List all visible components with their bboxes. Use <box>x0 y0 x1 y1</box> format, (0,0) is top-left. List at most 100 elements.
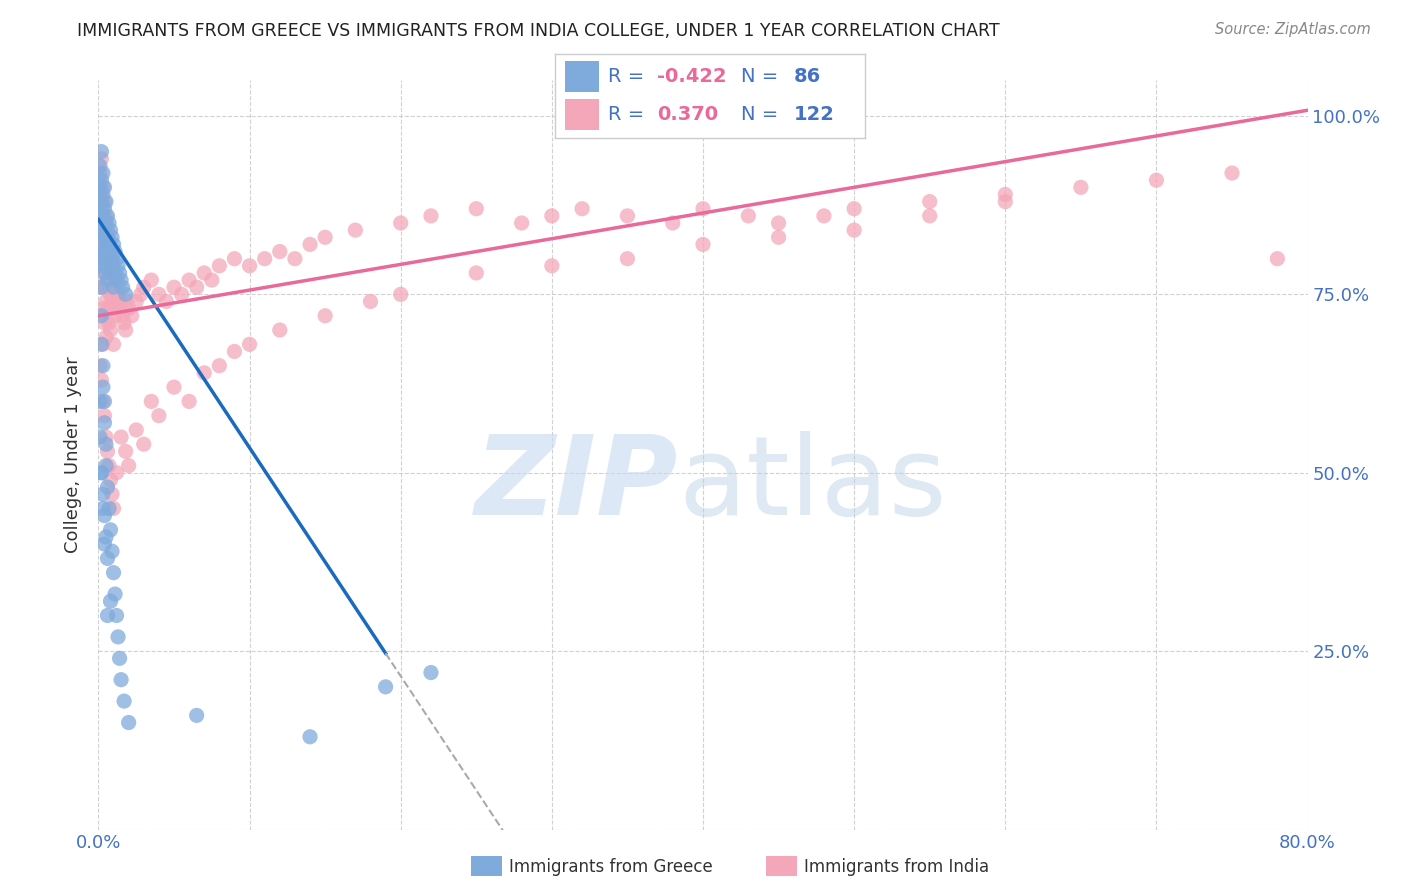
Point <box>103 266 125 280</box>
Point <box>125 294 148 309</box>
Y-axis label: College, Under 1 year: College, Under 1 year <box>65 357 83 553</box>
Bar <box>565 62 599 92</box>
Point <box>96 444 118 458</box>
Point <box>108 266 131 280</box>
Point <box>111 280 134 294</box>
Point <box>179 273 201 287</box>
Point <box>114 287 136 301</box>
Point <box>94 216 117 230</box>
Point <box>103 280 125 294</box>
Point <box>89 159 111 173</box>
Point <box>193 266 215 280</box>
Bar <box>565 99 599 130</box>
Point <box>104 244 127 259</box>
Point <box>94 530 117 544</box>
Point <box>420 665 443 680</box>
Point <box>93 194 115 209</box>
Point <box>96 480 118 494</box>
Point <box>90 145 112 159</box>
Point <box>98 237 121 252</box>
Point <box>692 237 714 252</box>
Point <box>98 501 121 516</box>
Point <box>179 394 201 409</box>
Point <box>101 544 124 558</box>
Point <box>163 280 186 294</box>
Point <box>844 223 866 237</box>
Point <box>90 466 112 480</box>
Point <box>208 259 231 273</box>
Point <box>94 330 117 344</box>
Point <box>98 259 121 273</box>
Point <box>94 430 117 444</box>
Point <box>114 323 136 337</box>
Point <box>91 223 114 237</box>
Point <box>118 458 141 473</box>
Point <box>108 651 131 665</box>
Point <box>90 237 112 252</box>
Point <box>239 259 262 273</box>
Text: Immigrants from India: Immigrants from India <box>804 858 990 876</box>
Text: ZIP: ZIP <box>475 432 679 539</box>
Point <box>94 237 117 252</box>
Point <box>91 380 114 394</box>
Point <box>112 316 135 330</box>
Point <box>91 187 114 202</box>
Point <box>91 230 114 244</box>
Point <box>103 237 125 252</box>
Point <box>107 287 129 301</box>
Point <box>103 566 125 580</box>
Point <box>96 223 118 237</box>
Point <box>93 244 115 259</box>
Point <box>269 244 291 259</box>
Point <box>111 309 134 323</box>
Point <box>90 466 112 480</box>
Point <box>186 708 208 723</box>
Point <box>89 252 111 266</box>
Point <box>98 280 121 294</box>
Point <box>93 266 115 280</box>
Point <box>96 266 118 280</box>
Point <box>110 301 132 316</box>
Text: R =: R = <box>607 105 651 124</box>
Point <box>89 209 111 223</box>
Text: IMMIGRANTS FROM GREECE VS IMMIGRANTS FROM INDIA COLLEGE, UNDER 1 YEAR CORRELATIO: IMMIGRANTS FROM GREECE VS IMMIGRANTS FRO… <box>77 22 1000 40</box>
Point <box>93 394 115 409</box>
Point <box>91 337 114 351</box>
Point <box>1144 173 1167 187</box>
Point <box>132 280 155 294</box>
Point <box>118 301 141 316</box>
Point <box>96 551 118 566</box>
Point <box>90 152 112 166</box>
Point <box>994 194 1017 209</box>
Point <box>96 301 118 316</box>
Point <box>110 430 132 444</box>
Point <box>91 301 114 316</box>
Point <box>94 294 117 309</box>
Point <box>208 359 231 373</box>
Point <box>115 294 138 309</box>
Point <box>103 337 125 351</box>
Point <box>93 316 115 330</box>
Point <box>105 280 128 294</box>
Point <box>510 216 533 230</box>
Point <box>344 223 367 237</box>
Point <box>96 209 118 223</box>
Point <box>918 194 941 209</box>
Point <box>186 280 208 294</box>
Point <box>661 216 683 230</box>
Point <box>91 166 114 180</box>
Point <box>1070 180 1092 194</box>
Point <box>110 673 132 687</box>
Point <box>100 594 122 608</box>
Point <box>98 237 121 252</box>
Point <box>90 194 112 209</box>
Point <box>108 294 131 309</box>
Point <box>105 466 128 480</box>
Point <box>89 359 111 373</box>
Point <box>93 223 115 237</box>
Point <box>132 437 155 451</box>
Point <box>90 173 112 187</box>
Point <box>616 209 638 223</box>
Point <box>284 252 307 266</box>
Point <box>148 287 170 301</box>
